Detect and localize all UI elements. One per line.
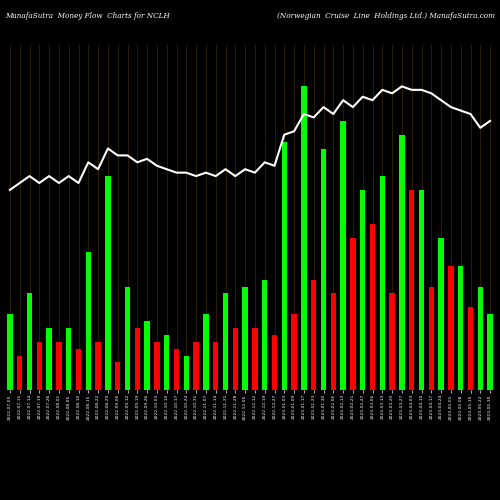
- Bar: [478, 286, 483, 390]
- Bar: [76, 348, 81, 390]
- Bar: [448, 266, 454, 390]
- Bar: [321, 148, 326, 390]
- Bar: [125, 286, 130, 390]
- Bar: [390, 294, 395, 390]
- Bar: [399, 134, 404, 390]
- Bar: [105, 176, 110, 390]
- Bar: [370, 224, 375, 390]
- Bar: [144, 321, 150, 390]
- Bar: [242, 286, 248, 390]
- Bar: [164, 335, 170, 390]
- Bar: [7, 314, 12, 390]
- Bar: [223, 294, 228, 390]
- Bar: [194, 342, 199, 390]
- Bar: [311, 280, 316, 390]
- Bar: [213, 342, 218, 390]
- Bar: [46, 328, 52, 390]
- Bar: [86, 252, 91, 390]
- Text: ManafaSutra  Money Flow  Charts for NCLH: ManafaSutra Money Flow Charts for NCLH: [5, 12, 170, 20]
- Bar: [36, 342, 42, 390]
- Bar: [488, 314, 493, 390]
- Bar: [360, 190, 366, 390]
- Bar: [428, 286, 434, 390]
- Bar: [330, 294, 336, 390]
- Bar: [174, 348, 179, 390]
- Text: (Norwegian  Cruise  Line  Holdings Ltd.) ManafaSutra.com: (Norwegian Cruise Line Holdings Ltd.) Ma…: [277, 12, 495, 20]
- Bar: [115, 362, 120, 390]
- Bar: [468, 307, 473, 390]
- Bar: [66, 328, 71, 390]
- Bar: [203, 314, 208, 390]
- Bar: [409, 190, 414, 390]
- Bar: [96, 342, 101, 390]
- Bar: [272, 335, 277, 390]
- Bar: [458, 266, 464, 390]
- Bar: [350, 238, 356, 390]
- Bar: [340, 121, 346, 390]
- Bar: [282, 142, 287, 390]
- Bar: [301, 86, 306, 390]
- Bar: [154, 342, 160, 390]
- Bar: [27, 294, 32, 390]
- Bar: [380, 176, 385, 390]
- Bar: [292, 314, 297, 390]
- Bar: [262, 280, 268, 390]
- Bar: [419, 190, 424, 390]
- Bar: [252, 328, 258, 390]
- Bar: [232, 328, 238, 390]
- Bar: [134, 328, 140, 390]
- Bar: [438, 238, 444, 390]
- Bar: [56, 342, 62, 390]
- Bar: [17, 356, 22, 390]
- Bar: [184, 356, 189, 390]
